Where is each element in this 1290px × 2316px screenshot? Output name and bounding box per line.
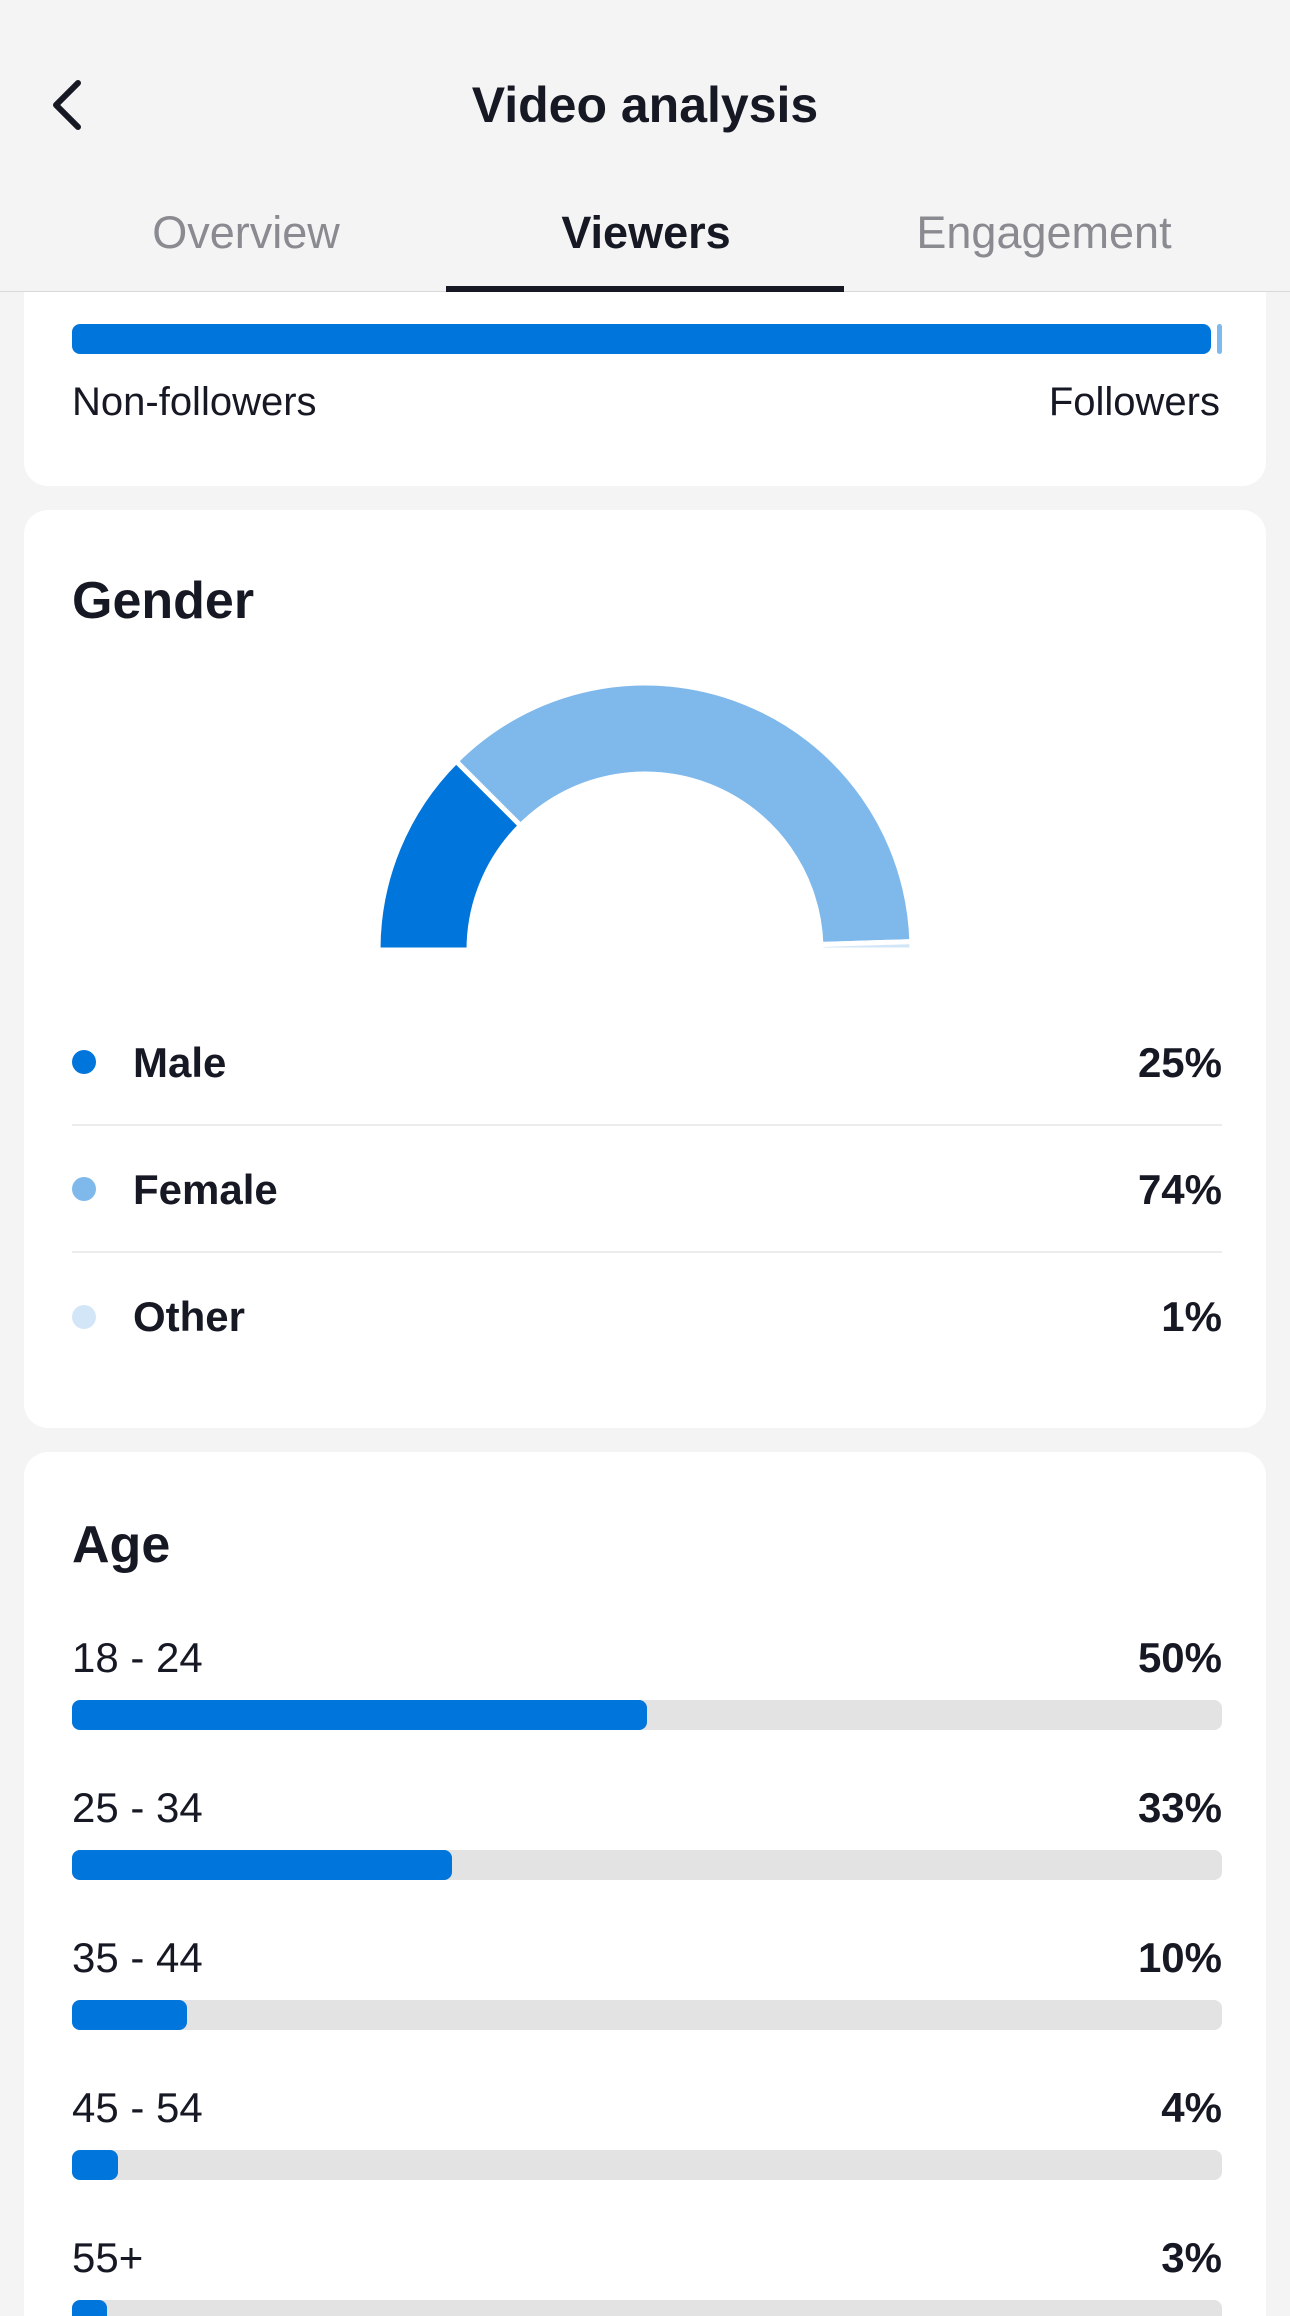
age-bar-fill (72, 2300, 107, 2316)
age-bar-track (72, 2000, 1222, 2030)
age-percent: 4% (1161, 2084, 1222, 2131)
age-row-18-24: 18 - 24 50% (72, 1628, 1222, 1778)
age-range-label: 18 - 24 (72, 1634, 203, 1681)
age-bar-track (72, 1850, 1222, 1880)
tab-viewers[interactable]: Viewers (561, 207, 731, 258)
age-bar-track (72, 2300, 1222, 2316)
gender-label: Male (133, 1039, 227, 1086)
tab-bar: Overview Viewers Engagement (0, 196, 1290, 292)
age-range-label: 25 - 34 (72, 1784, 203, 1831)
age-row-25-34: 25 - 34 33% (72, 1778, 1222, 1928)
active-tab-indicator (446, 286, 844, 292)
age-bar-fill (72, 2150, 118, 2180)
age-card: Age 18 - 24 50% 25 - 34 33% 35 - 44 10% … (24, 1452, 1266, 2316)
male-dot-icon (72, 1050, 96, 1074)
non-followers-bar-segment (72, 324, 1211, 354)
gender-value: 1% (1161, 1293, 1222, 1340)
gender-card: Gender Male 25% Female 74% Other 1% (24, 510, 1266, 1428)
age-percent: 10% (1137, 1934, 1222, 1981)
age-bar-track (72, 1700, 1222, 1730)
gender-row-other: Other 1% (72, 1254, 1222, 1380)
follower-split-bar (72, 324, 1222, 354)
age-row-45-54: 45 - 54 4% (72, 2078, 1222, 2228)
back-button[interactable] (40, 70, 92, 140)
female-dot-icon (72, 1177, 96, 1201)
age-range-label: 35 - 44 (72, 1934, 203, 1981)
gender-half-donut-chart (375, 680, 915, 953)
age-range-label: 55+ (72, 2234, 144, 2281)
age-bar-fill (72, 1850, 452, 1880)
gender-value: 74% (1137, 1166, 1222, 1213)
age-bar-fill (72, 2000, 187, 2030)
age-percent: 33% (1137, 1784, 1222, 1831)
gender-row-female: Female 74% (72, 1127, 1222, 1253)
age-percent: 50% (1137, 1634, 1222, 1681)
age-title: Age (72, 1516, 171, 1574)
gender-title: Gender (72, 572, 255, 630)
followers-label: Followers (1048, 380, 1220, 424)
non-followers-label: Non-followers (72, 380, 317, 424)
chevron-left-icon (53, 80, 81, 130)
gender-value: 25% (1137, 1039, 1222, 1086)
tab-engagement[interactable]: Engagement (916, 207, 1172, 258)
follower-split-card: Non-followers Followers (24, 260, 1266, 486)
gender-label: Other (133, 1293, 246, 1340)
followers-bar-segment (1217, 324, 1222, 354)
age-bar-track (72, 2150, 1222, 2180)
age-percent: 3% (1161, 2234, 1222, 2281)
gender-slice-other (818, 939, 915, 953)
age-range-label: 45 - 54 (72, 2084, 203, 2131)
age-bar-fill (72, 1700, 647, 1730)
gender-slice-female (452, 680, 915, 948)
gender-row-male: Male 25% (72, 1000, 1222, 1126)
age-row-55-plus: 55+ 3% (72, 2228, 1222, 2316)
tab-overview[interactable]: Overview (152, 207, 340, 258)
header: Video analysis Overview Viewers Engageme… (0, 0, 1290, 292)
age-row-35-44: 35 - 44 10% (72, 1928, 1222, 2078)
page-title: Video analysis (471, 77, 819, 133)
other-dot-icon (72, 1305, 96, 1329)
gender-label: Female (133, 1166, 278, 1213)
